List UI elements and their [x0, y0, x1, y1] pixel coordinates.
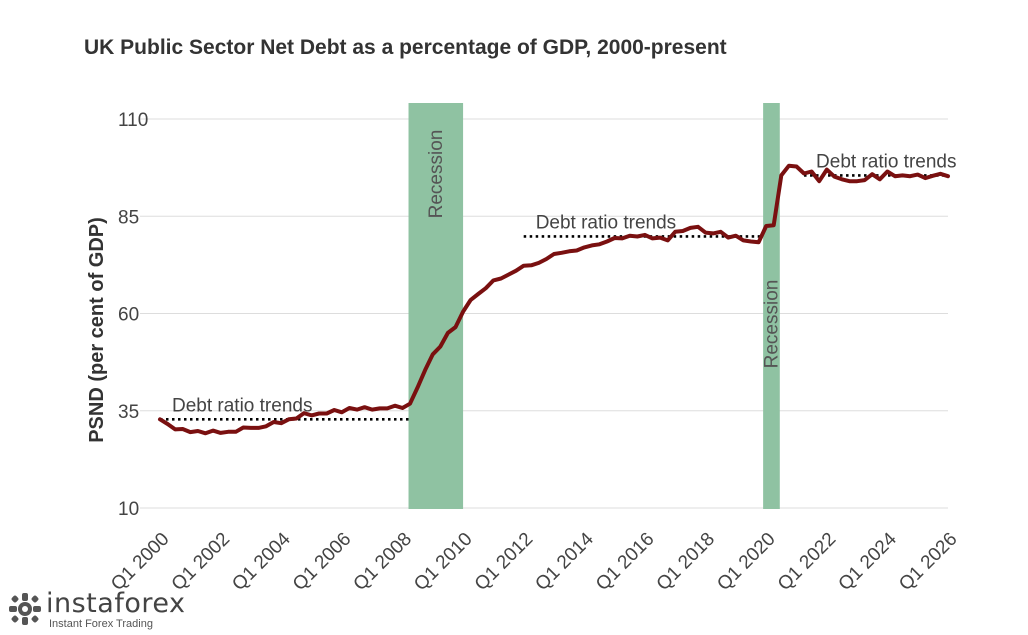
recession-label: Recession	[426, 130, 447, 219]
x-tick-label: Q1 2002	[168, 529, 234, 595]
x-tick-label: Q1 2006	[289, 529, 355, 595]
trend-label: Debt ratio trends	[536, 212, 676, 233]
x-tick-label: Q1 2022	[774, 529, 840, 595]
trend-label: Debt ratio trends	[816, 151, 956, 172]
y-tick-label: 35	[118, 402, 139, 423]
trend-label: Debt ratio trends	[172, 395, 312, 416]
chart-title: UK Public Sector Net Debt as a percentag…	[84, 36, 727, 59]
recession-band	[408, 103, 464, 509]
x-tick-label: Q1 2010	[410, 529, 476, 595]
x-tick-label: Q1 2012	[471, 529, 537, 595]
logo-icon	[9, 593, 41, 625]
series-lines	[158, 163, 950, 436]
y-tick-label: 10	[118, 499, 139, 520]
recession-label: Recession	[761, 280, 782, 369]
x-tick-label: Q1 2008	[350, 529, 416, 595]
x-tick-label: Q1 2000	[107, 529, 173, 595]
y-axis-label: PSND (per cent of GDP)	[86, 217, 108, 443]
y-tick-label: 85	[118, 207, 139, 228]
y-tick-label: 110	[118, 110, 148, 131]
trend-lines: Debt ratio trends Debt ratio trends Debt r…	[160, 151, 957, 421]
x-tick-label: Q1 2026	[895, 529, 961, 595]
series-line	[158, 163, 950, 436]
logo-brand: instaforex	[46, 588, 186, 619]
instaforex-logo: instaforex Instant Forex Trading	[6, 590, 185, 630]
gridlines	[140, 118, 948, 509]
x-tick-label: Q1 2020	[713, 529, 779, 595]
recession-bands: Recession Recession	[408, 103, 782, 509]
y-axis-ticks: 10 35 60 85 110	[118, 110, 148, 520]
x-tick-label: Q1 2004	[228, 528, 295, 595]
y-tick-label: 60	[118, 305, 139, 326]
logo-tagline: Instant Forex Trading	[49, 618, 153, 630]
x-tick-label: Q1 2014	[531, 528, 598, 595]
x-tick-label: Q1 2018	[653, 529, 719, 595]
x-tick-label: Q1 2024	[835, 528, 902, 595]
x-tick-label: Q1 2016	[592, 529, 658, 595]
